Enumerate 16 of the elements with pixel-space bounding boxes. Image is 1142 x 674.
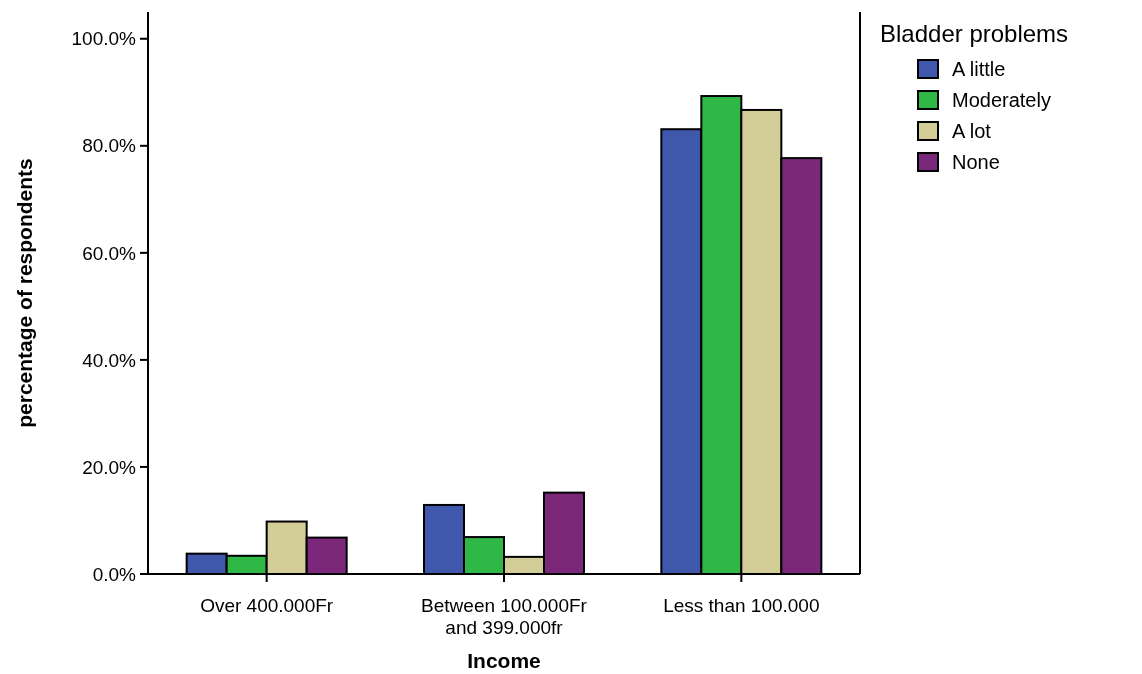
x-tick-label: Between 100.000Fr and 399.000fr — [421, 595, 588, 638]
y-tick-label: 80.0% — [82, 135, 137, 157]
y-tick-label: 20.0% — [82, 456, 137, 478]
legend-label: A little — [952, 58, 1006, 80]
x-tick-label: Less than 100.000 — [663, 595, 820, 616]
legend-title: Bladder problems — [880, 20, 1069, 47]
legend-label: A lot — [952, 120, 992, 142]
legend-label: Moderately — [952, 89, 1051, 111]
x-tick-label: Over 400.000Fr — [200, 595, 334, 616]
y-axis-title: percentage of respondents — [13, 158, 36, 428]
y-tick-label: 0.0% — [92, 563, 137, 585]
legend-label: None — [952, 151, 1000, 173]
x-axis-title: Income — [467, 649, 541, 672]
y-tick-label: 100.0% — [71, 28, 137, 50]
y-tick-label: 60.0% — [82, 242, 137, 264]
y-tick-label: 40.0% — [82, 349, 137, 371]
